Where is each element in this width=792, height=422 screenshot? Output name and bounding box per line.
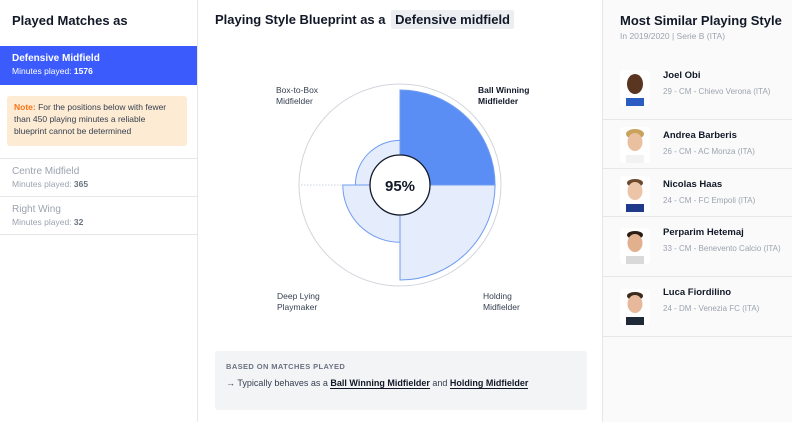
similar-player-row[interactable]: Luca Fiordilino 24 - DM - Venezia FC (IT… [603, 277, 792, 337]
note-label: Note: [14, 102, 36, 112]
position-name: Defensive Midfield [12, 53, 100, 64]
basis-title: BASED ON MATCHES PLAYED [226, 362, 346, 371]
segment-ball-winning [399, 89, 496, 186]
role-label-holding: Holding Midfielder [483, 291, 520, 312]
player-name: Perparim Hetemaj [663, 227, 744, 238]
basis-box: BASED ON MATCHES PLAYED → Typically beha… [215, 351, 587, 410]
player-name: Luca Fiordilino [663, 287, 732, 298]
role-label-ball-winning: Ball Winning Midfielder [478, 85, 530, 106]
similar-subtitle: In 2019/2020 | Serie B (ITA) [620, 31, 726, 41]
player-details: 29 - CM - Chievo Verona (ITA) [663, 87, 771, 96]
low-minutes-note: Note: For the positions below with fewer… [7, 96, 187, 146]
position-minutes: Minutes played: 32 [12, 217, 84, 227]
player-avatar [620, 127, 650, 163]
segment-holding [399, 184, 496, 281]
position-item-centre-midfield[interactable]: Centre Midfield Minutes played: 365 [0, 158, 197, 197]
center-score-circle [369, 154, 431, 216]
player-name: Andrea Barberis [663, 130, 737, 141]
similar-player-row[interactable]: Joel Obi 29 - CM - Chievo Verona (ITA) [603, 58, 792, 120]
blueprint-panel: Playing Style Blueprint as a Defensive m… [198, 0, 603, 422]
role-label-box-to-box: Box-to-Box Midfielder [276, 85, 319, 106]
played-matches-panel: Played Matches as Defensive Midfield Min… [0, 0, 198, 422]
basis-text: → Typically behaves as a Ball Winning Mi… [226, 378, 529, 389]
player-avatar [620, 176, 650, 212]
similar-player-row[interactable]: Perparim Hetemaj 33 - CM - Benevento Cal… [603, 217, 792, 277]
position-highlight: Defensive midfield [391, 10, 514, 29]
player-avatar [620, 289, 650, 325]
position-item-right-wing[interactable]: Right Wing Minutes played: 32 [0, 197, 197, 235]
player-name: Joel Obi [663, 70, 701, 81]
similar-player-row[interactable]: Nicolas Haas 24 - CM - FC Empoli (ITA) [603, 169, 792, 217]
role-label-deep-lying: Deep Lying Playmaker [277, 291, 320, 312]
played-matches-title: Played Matches as [12, 13, 128, 28]
position-item-defensive-midfield[interactable]: Defensive Midfield Minutes played: 1576 [0, 46, 197, 85]
center-score: 95% [385, 178, 415, 195]
player-details: 33 - CM - Benevento Calcio (ITA) [663, 244, 781, 253]
player-details: 26 - CM - AC Monza (ITA) [663, 147, 755, 156]
position-name: Centre Midfield [12, 166, 80, 177]
player-name: Nicolas Haas [663, 179, 723, 190]
similar-players-panel: Most Similar Playing Style In 2019/2020 … [603, 0, 792, 422]
basis-role-link-2[interactable]: Holding Midfielder [449, 378, 529, 389]
position-minutes: Minutes played: 1576 [12, 66, 93, 76]
similar-player-row[interactable]: Andrea Barberis 26 - CM - AC Monza (ITA) [603, 120, 792, 169]
player-details: 24 - DM - Venezia FC (ITA) [663, 304, 760, 313]
note-text: For the positions below with fewer than … [14, 102, 167, 136]
playing-style-radar: 95% [298, 83, 502, 287]
player-avatar [620, 70, 650, 106]
similar-title: Most Similar Playing Style [620, 13, 782, 28]
position-minutes: Minutes played: 365 [12, 179, 89, 189]
player-avatar [620, 228, 650, 264]
basis-role-link-1[interactable]: Ball Winning Midfielder [330, 378, 430, 389]
player-details: 24 - CM - FC Empoli (ITA) [663, 196, 756, 205]
blueprint-title: Playing Style Blueprint as a Defensive m… [215, 10, 514, 29]
position-name: Right Wing [12, 204, 61, 215]
